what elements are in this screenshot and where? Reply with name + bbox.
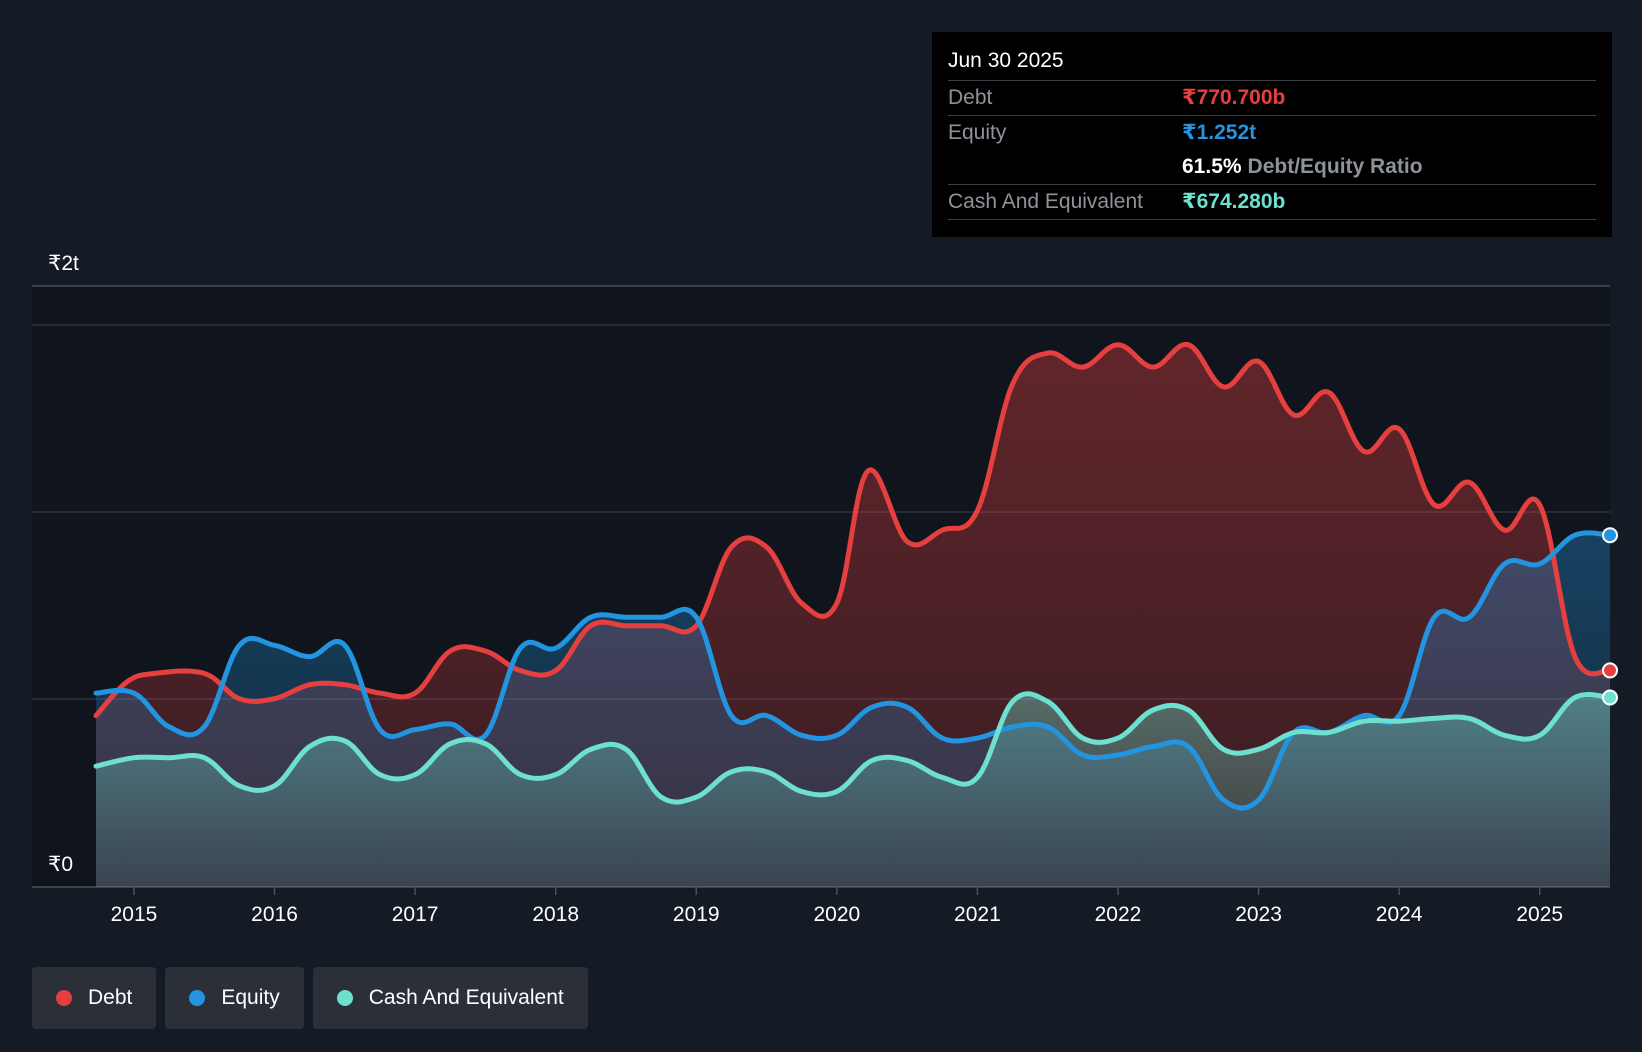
x-tick-label-2021: 2021	[954, 903, 1001, 926]
tooltip-panel: Jun 30 2025 Debt ₹770.700b Equity ₹1.252…	[932, 32, 1612, 237]
tooltip-debt-label: Debt	[948, 86, 993, 109]
tooltip-cash-value: ₹674.280b	[1182, 190, 1286, 213]
debt-end-point	[1602, 662, 1618, 679]
legend-label-cash: Cash And Equivalent	[368, 986, 564, 1009]
debt-line	[93, 342, 1613, 719]
x-tick-label-2020: 2020	[813, 903, 860, 926]
legend-dot-debt-icon	[56, 990, 72, 1006]
x-tick-label-2019: 2019	[673, 903, 720, 926]
y-axis-top-label: ₹2t	[48, 252, 79, 275]
x-tick-label-2015: 2015	[111, 903, 158, 926]
legend-label-equity: Equity	[221, 986, 280, 1009]
x-tick-label-2017: 2017	[392, 903, 439, 926]
y-axis-bottom-label: ₹0	[48, 853, 73, 876]
tooltip-cash-row: Cash And Equivalent ₹674.280b	[948, 184, 1596, 220]
x-tick-label-2016: 2016	[251, 903, 298, 926]
tooltip-cash-label: Cash And Equivalent	[948, 190, 1143, 213]
tooltip-equity-value: ₹1.252t	[1182, 121, 1257, 144]
legend-label-debt: Debt	[88, 986, 133, 1009]
x-tick-label-2022: 2022	[1095, 903, 1142, 926]
tooltip-ratio-label: Debt/Equity Ratio	[1247, 155, 1423, 178]
tooltip-ratio-row: 61.5% Debt/Equity Ratio	[948, 150, 1596, 184]
tooltip-date: Jun 30 2025	[948, 49, 1064, 72]
cash-line	[93, 691, 1613, 805]
x-tick-label-2024: 2024	[1376, 903, 1423, 926]
x-tick-label-2023: 2023	[1235, 903, 1282, 926]
tooltip-debt-value: ₹770.700b	[1182, 86, 1286, 109]
cash-end-point	[1602, 689, 1618, 706]
x-tick-label-2018: 2018	[532, 903, 579, 926]
tooltip-ratio-value: 61.5%	[1182, 155, 1242, 178]
legend-item-debt[interactable]: Debt	[32, 967, 157, 1029]
legend-dot-equity-icon	[189, 990, 206, 1006]
legend-item-equity[interactable]: Equity	[165, 967, 304, 1029]
equity-line	[93, 530, 1613, 811]
legend-item-cash[interactable]: Cash And Equivalent	[312, 967, 588, 1029]
tooltip-equity-label: Equity	[948, 121, 1007, 144]
equity-end-point	[1602, 527, 1618, 544]
tooltip-equity-row: Equity ₹1.252t	[948, 115, 1596, 150]
tooltip-debt-row: Debt ₹770.700b	[948, 80, 1596, 115]
legend-dot-cash-icon	[336, 990, 353, 1006]
chart-legend: Debt Equity Cash And Equivalent	[32, 967, 588, 1029]
x-tick-label-2025: 2025	[1516, 903, 1563, 926]
